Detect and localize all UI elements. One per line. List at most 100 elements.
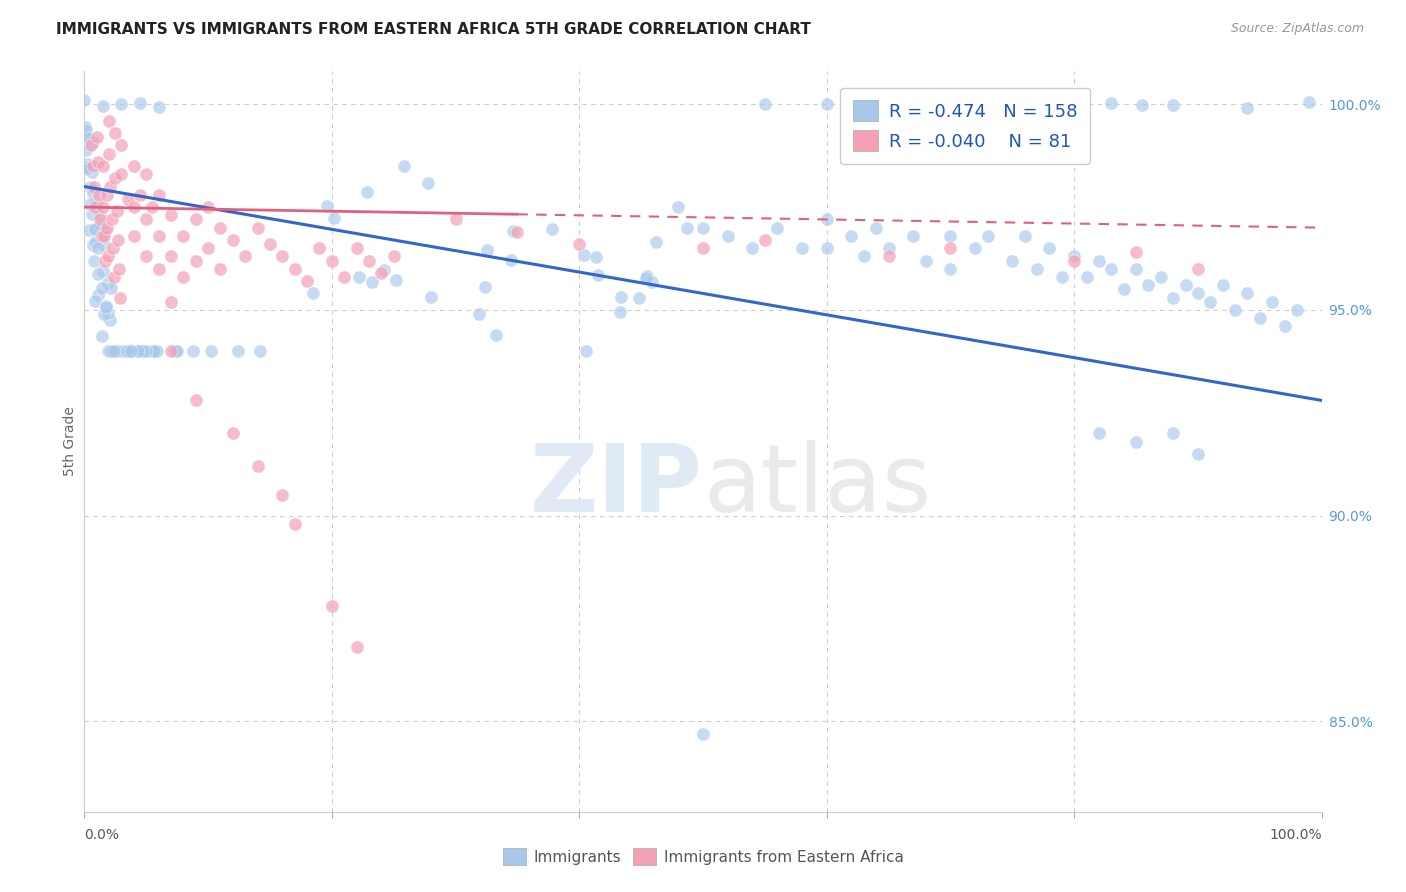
Point xyxy=(1076,270,1098,285)
Point xyxy=(122,228,145,243)
Point xyxy=(79,223,101,237)
Point xyxy=(1001,253,1024,268)
Point xyxy=(1088,426,1111,441)
Text: 100.0%: 100.0% xyxy=(1270,828,1322,842)
Point xyxy=(841,228,863,243)
Point xyxy=(815,212,838,227)
Point xyxy=(103,344,125,359)
Point xyxy=(475,244,498,258)
Point xyxy=(132,344,155,359)
Point xyxy=(585,250,607,264)
Point xyxy=(1063,253,1085,268)
Point xyxy=(1187,286,1209,301)
Point xyxy=(104,126,127,140)
Point xyxy=(86,194,108,209)
Point xyxy=(394,159,416,173)
Point xyxy=(209,261,232,276)
Point xyxy=(675,221,697,235)
Point xyxy=(100,281,122,295)
Point xyxy=(416,176,439,190)
Point xyxy=(1099,95,1122,110)
Point xyxy=(104,171,127,186)
Point xyxy=(110,291,132,305)
Point xyxy=(91,264,114,278)
Point xyxy=(914,94,936,108)
Point xyxy=(98,146,121,161)
Point xyxy=(1050,270,1073,285)
Point xyxy=(93,224,115,238)
Point xyxy=(121,344,143,359)
Point xyxy=(1038,241,1060,255)
Point xyxy=(105,344,128,359)
Point xyxy=(73,161,96,175)
Point xyxy=(83,293,105,308)
Point xyxy=(420,290,443,304)
Point xyxy=(86,130,108,145)
Point xyxy=(284,516,307,531)
Point xyxy=(474,280,496,294)
Point xyxy=(1236,286,1258,301)
Point xyxy=(101,344,124,359)
Point xyxy=(76,161,98,176)
Point xyxy=(1063,250,1085,264)
Point xyxy=(357,253,380,268)
Point xyxy=(1130,98,1153,112)
Point xyxy=(1161,98,1184,112)
Point xyxy=(1187,261,1209,276)
Point xyxy=(1249,311,1271,326)
Point xyxy=(122,159,145,173)
Point xyxy=(361,275,384,289)
Point xyxy=(295,274,318,288)
Point xyxy=(82,159,104,173)
Point xyxy=(94,299,117,313)
Point xyxy=(84,200,107,214)
Point xyxy=(75,123,97,137)
Point xyxy=(148,228,170,243)
Point xyxy=(666,200,689,214)
Point xyxy=(75,144,97,158)
Point xyxy=(110,138,132,153)
Point xyxy=(568,237,591,252)
Point xyxy=(83,221,105,235)
Point xyxy=(101,241,124,255)
Point xyxy=(333,270,356,285)
Point xyxy=(87,241,110,255)
Point xyxy=(122,200,145,214)
Point xyxy=(89,212,111,227)
Point xyxy=(79,138,101,153)
Point xyxy=(82,135,104,149)
Point xyxy=(1019,99,1042,113)
Point xyxy=(96,187,118,202)
Point xyxy=(83,253,105,268)
Point xyxy=(87,287,110,301)
Point xyxy=(200,344,222,359)
Point xyxy=(741,241,763,255)
Point xyxy=(114,344,136,359)
Point xyxy=(766,220,789,235)
Point xyxy=(610,290,633,304)
Point xyxy=(506,225,529,239)
Point xyxy=(148,100,170,114)
Point xyxy=(98,313,121,327)
Point xyxy=(226,344,249,359)
Point xyxy=(80,165,103,179)
Point xyxy=(1099,261,1122,276)
Point xyxy=(79,179,101,194)
Point xyxy=(502,224,524,238)
Point xyxy=(89,187,111,202)
Point xyxy=(110,167,132,181)
Point xyxy=(127,344,149,359)
Point xyxy=(91,159,114,173)
Point xyxy=(815,97,838,112)
Point xyxy=(172,270,194,285)
Point xyxy=(91,329,114,343)
Point xyxy=(385,272,408,286)
Point xyxy=(131,344,153,359)
Point xyxy=(110,97,132,112)
Point xyxy=(115,344,138,359)
Point xyxy=(134,344,156,359)
Point xyxy=(1298,95,1320,110)
Point xyxy=(135,250,157,264)
Point xyxy=(914,253,936,268)
Point xyxy=(83,235,105,249)
